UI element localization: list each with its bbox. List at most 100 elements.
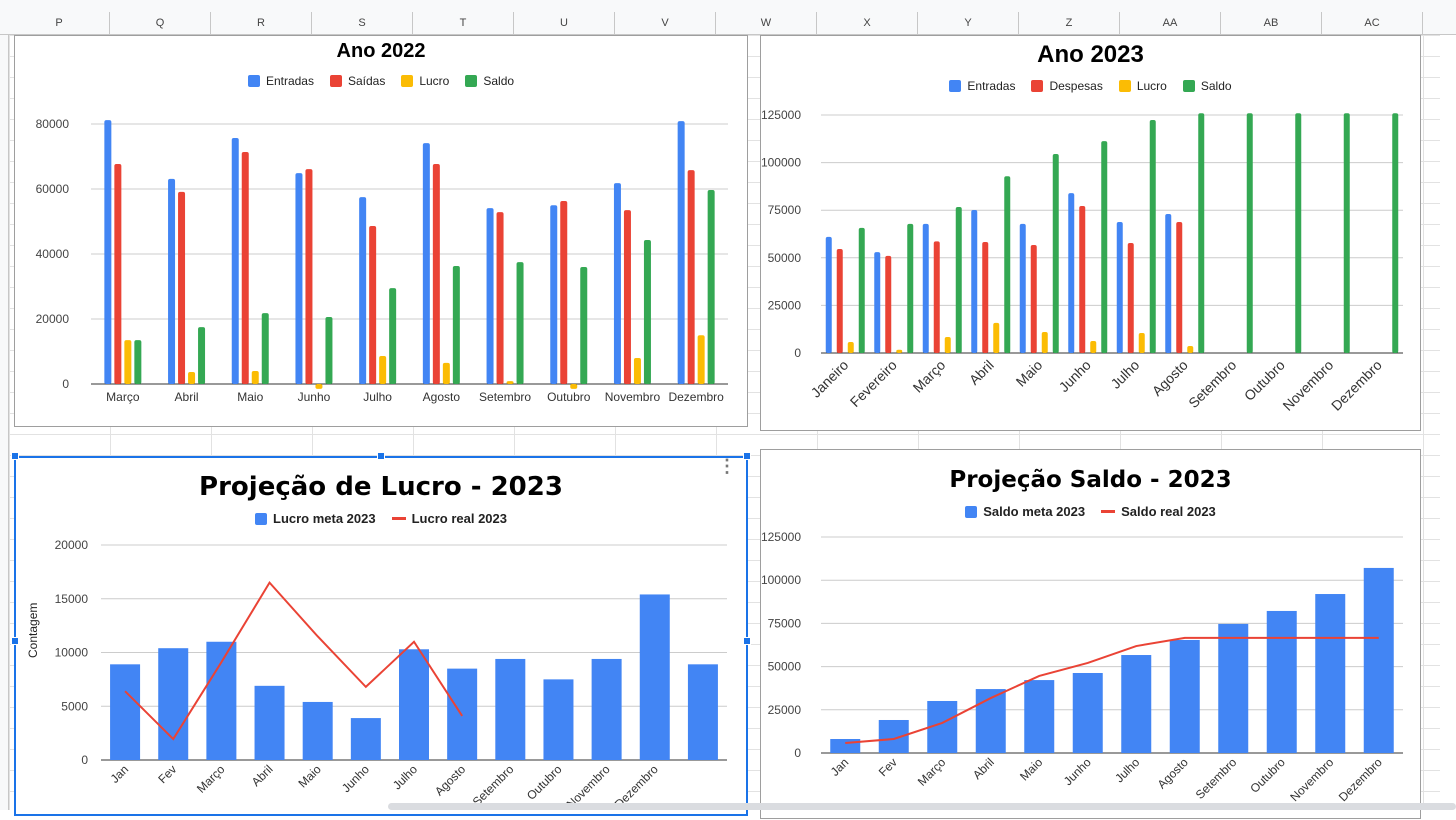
- x-tick-label: Agosto: [1155, 755, 1192, 792]
- x-tick-label: Jan: [828, 755, 852, 779]
- bar-saldo: [134, 340, 142, 384]
- bar-saldo-meta-2023: [830, 739, 861, 753]
- y-tick-label: 100000: [761, 573, 801, 587]
- bar-saldo-meta-2023: [975, 689, 1006, 753]
- resize-handle[interactable]: [743, 637, 751, 645]
- bar-saldo: [643, 240, 651, 384]
- bar-lucro: [633, 358, 641, 384]
- legend-label: Saldo meta 2023: [983, 504, 1086, 519]
- bar-lucro: [124, 340, 132, 384]
- legend-label: Entradas: [265, 74, 314, 88]
- bar-saídas: [178, 191, 186, 384]
- y-tick-label: 10000: [55, 646, 89, 660]
- bar-saldo: [516, 262, 524, 384]
- legend-label: Entradas: [967, 79, 1016, 93]
- bar-lucro: [993, 322, 1000, 353]
- column-header[interactable]: P: [9, 12, 110, 34]
- legend-swatch: [401, 75, 414, 87]
- bar-saídas: [432, 163, 440, 384]
- x-tick-label: Março: [106, 390, 140, 404]
- bar-saldo: [389, 288, 397, 384]
- column-header[interactable]: T: [413, 12, 514, 34]
- column-header[interactable]: U: [514, 12, 615, 34]
- x-tick-label: Janeiro: [808, 357, 852, 401]
- bar-lucro-meta-2023: [543, 679, 574, 760]
- resize-handle[interactable]: [377, 452, 385, 460]
- chart-plot: 0 5000 10000 15000 20000 Jan Fev Março Abril Maio…: [55, 538, 727, 811]
- column-header[interactable]: R: [211, 12, 312, 34]
- column-header[interactable]: Q: [110, 12, 211, 34]
- legend-swatch: [329, 75, 342, 87]
- x-tick-label: Março: [194, 762, 228, 796]
- legend: Entradas Saídas Lucro Saldo: [15, 74, 747, 88]
- column-header[interactable]: W: [716, 12, 817, 34]
- x-tick-label: Abril: [970, 755, 997, 782]
- column-header[interactable]: AA: [1120, 12, 1221, 34]
- resize-handle[interactable]: [11, 637, 19, 645]
- bar-despesas: [1079, 206, 1086, 353]
- bar-lucro-meta-2023: [302, 701, 333, 760]
- bar-entradas: [104, 120, 112, 384]
- x-tick-label: Dezembro: [1336, 755, 1385, 804]
- x-tick-label: Setembro: [1185, 357, 1239, 411]
- x-tick-label: Julho: [1112, 755, 1142, 785]
- bar-saldo-meta-2023: [1121, 655, 1152, 753]
- bar-saldo: [325, 317, 333, 384]
- x-tick-label: Fev: [155, 762, 179, 786]
- legend-label: Saldo: [1200, 79, 1232, 93]
- horizontal-scrollbar[interactable]: [388, 803, 1456, 810]
- column-header[interactable]: AB: [1221, 12, 1322, 34]
- chart-plot: 0 25000 50000 75000 100000 125000 Jan Fev Março A…: [761, 530, 1403, 804]
- bar-despesas: [982, 241, 989, 353]
- vertical-scroll-area[interactable]: [1440, 35, 1456, 810]
- x-tick-label: Junho: [1061, 755, 1094, 788]
- bar-saldo: [1392, 113, 1399, 353]
- bar-despesas: [836, 249, 843, 353]
- bar-lucro-meta-2023: [350, 718, 381, 760]
- bar-saldo: [907, 223, 914, 353]
- legend-swatch: [1182, 80, 1195, 92]
- x-tick-label: Dezembro: [668, 390, 724, 404]
- column-header[interactable]: Z: [1019, 12, 1120, 34]
- bar-saídas: [305, 169, 313, 384]
- x-tick-label: Agosto: [432, 762, 469, 799]
- column-header[interactable]: AC: [1322, 12, 1423, 34]
- bar-entradas: [1116, 222, 1123, 353]
- column-header[interactable]: Y: [918, 12, 1019, 34]
- resize-handle[interactable]: [11, 452, 19, 460]
- legend-item: Saldo meta 2023: [965, 504, 1085, 519]
- y-tick-label: 50000: [768, 660, 802, 674]
- column-header[interactable]: X: [817, 12, 918, 34]
- chart-projecao-lucro-2023[interactable]: 0 5000 10000 15000 20000 Jan Fev Março Abril Maio…: [14, 456, 748, 816]
- more-options-icon[interactable]: ⋮: [718, 456, 736, 476]
- bar-saldo: [580, 267, 588, 384]
- resize-handle[interactable]: [743, 452, 751, 460]
- bar-saldo-meta-2023: [1363, 567, 1394, 753]
- chart-ano-2022[interactable]: 0 20000 40000 60000 80000 Março Abril Maio Junho…: [14, 35, 748, 427]
- legend-line: [1101, 510, 1116, 513]
- column-header[interactable]: S: [312, 12, 413, 34]
- bar-saldo: [1101, 141, 1108, 353]
- bar-entradas: [825, 236, 832, 353]
- bar-lucro-meta-2023: [110, 664, 141, 760]
- legend: Saldo meta 2023 Saldo real 2023: [761, 504, 1420, 519]
- chart-ano-2023[interactable]: 0 25000 50000 75000 100000 125000 Janeiro Fever…: [760, 35, 1421, 431]
- legend-item: Saldo: [465, 74, 514, 88]
- chart-title: Ano 2023: [1037, 41, 1144, 68]
- row-headers: [0, 35, 9, 810]
- legend-item: Entradas: [247, 74, 314, 88]
- bar-saldo: [1246, 113, 1253, 353]
- legend-item: Despesas: [1031, 79, 1103, 93]
- chart-projecao-saldo-2023[interactable]: 0 25000 50000 75000 100000 125000 Jan Fev Março A…: [760, 449, 1421, 819]
- bar-saldo: [1198, 113, 1205, 353]
- legend-item: Entradas: [949, 79, 1015, 93]
- x-tick-label: Setembro: [470, 762, 517, 809]
- legend-label: Saldo real 2023: [1121, 504, 1216, 519]
- column-header[interactable]: V: [615, 12, 716, 34]
- bar-entradas: [486, 208, 494, 384]
- y-tick-label: 0: [794, 346, 801, 360]
- y-tick-label: 25000: [768, 298, 802, 312]
- chart-title: Projeção de Lucro - 2023: [199, 472, 563, 502]
- bar-lucro: [1138, 333, 1145, 353]
- bar-lucro-meta-2023: [254, 685, 285, 760]
